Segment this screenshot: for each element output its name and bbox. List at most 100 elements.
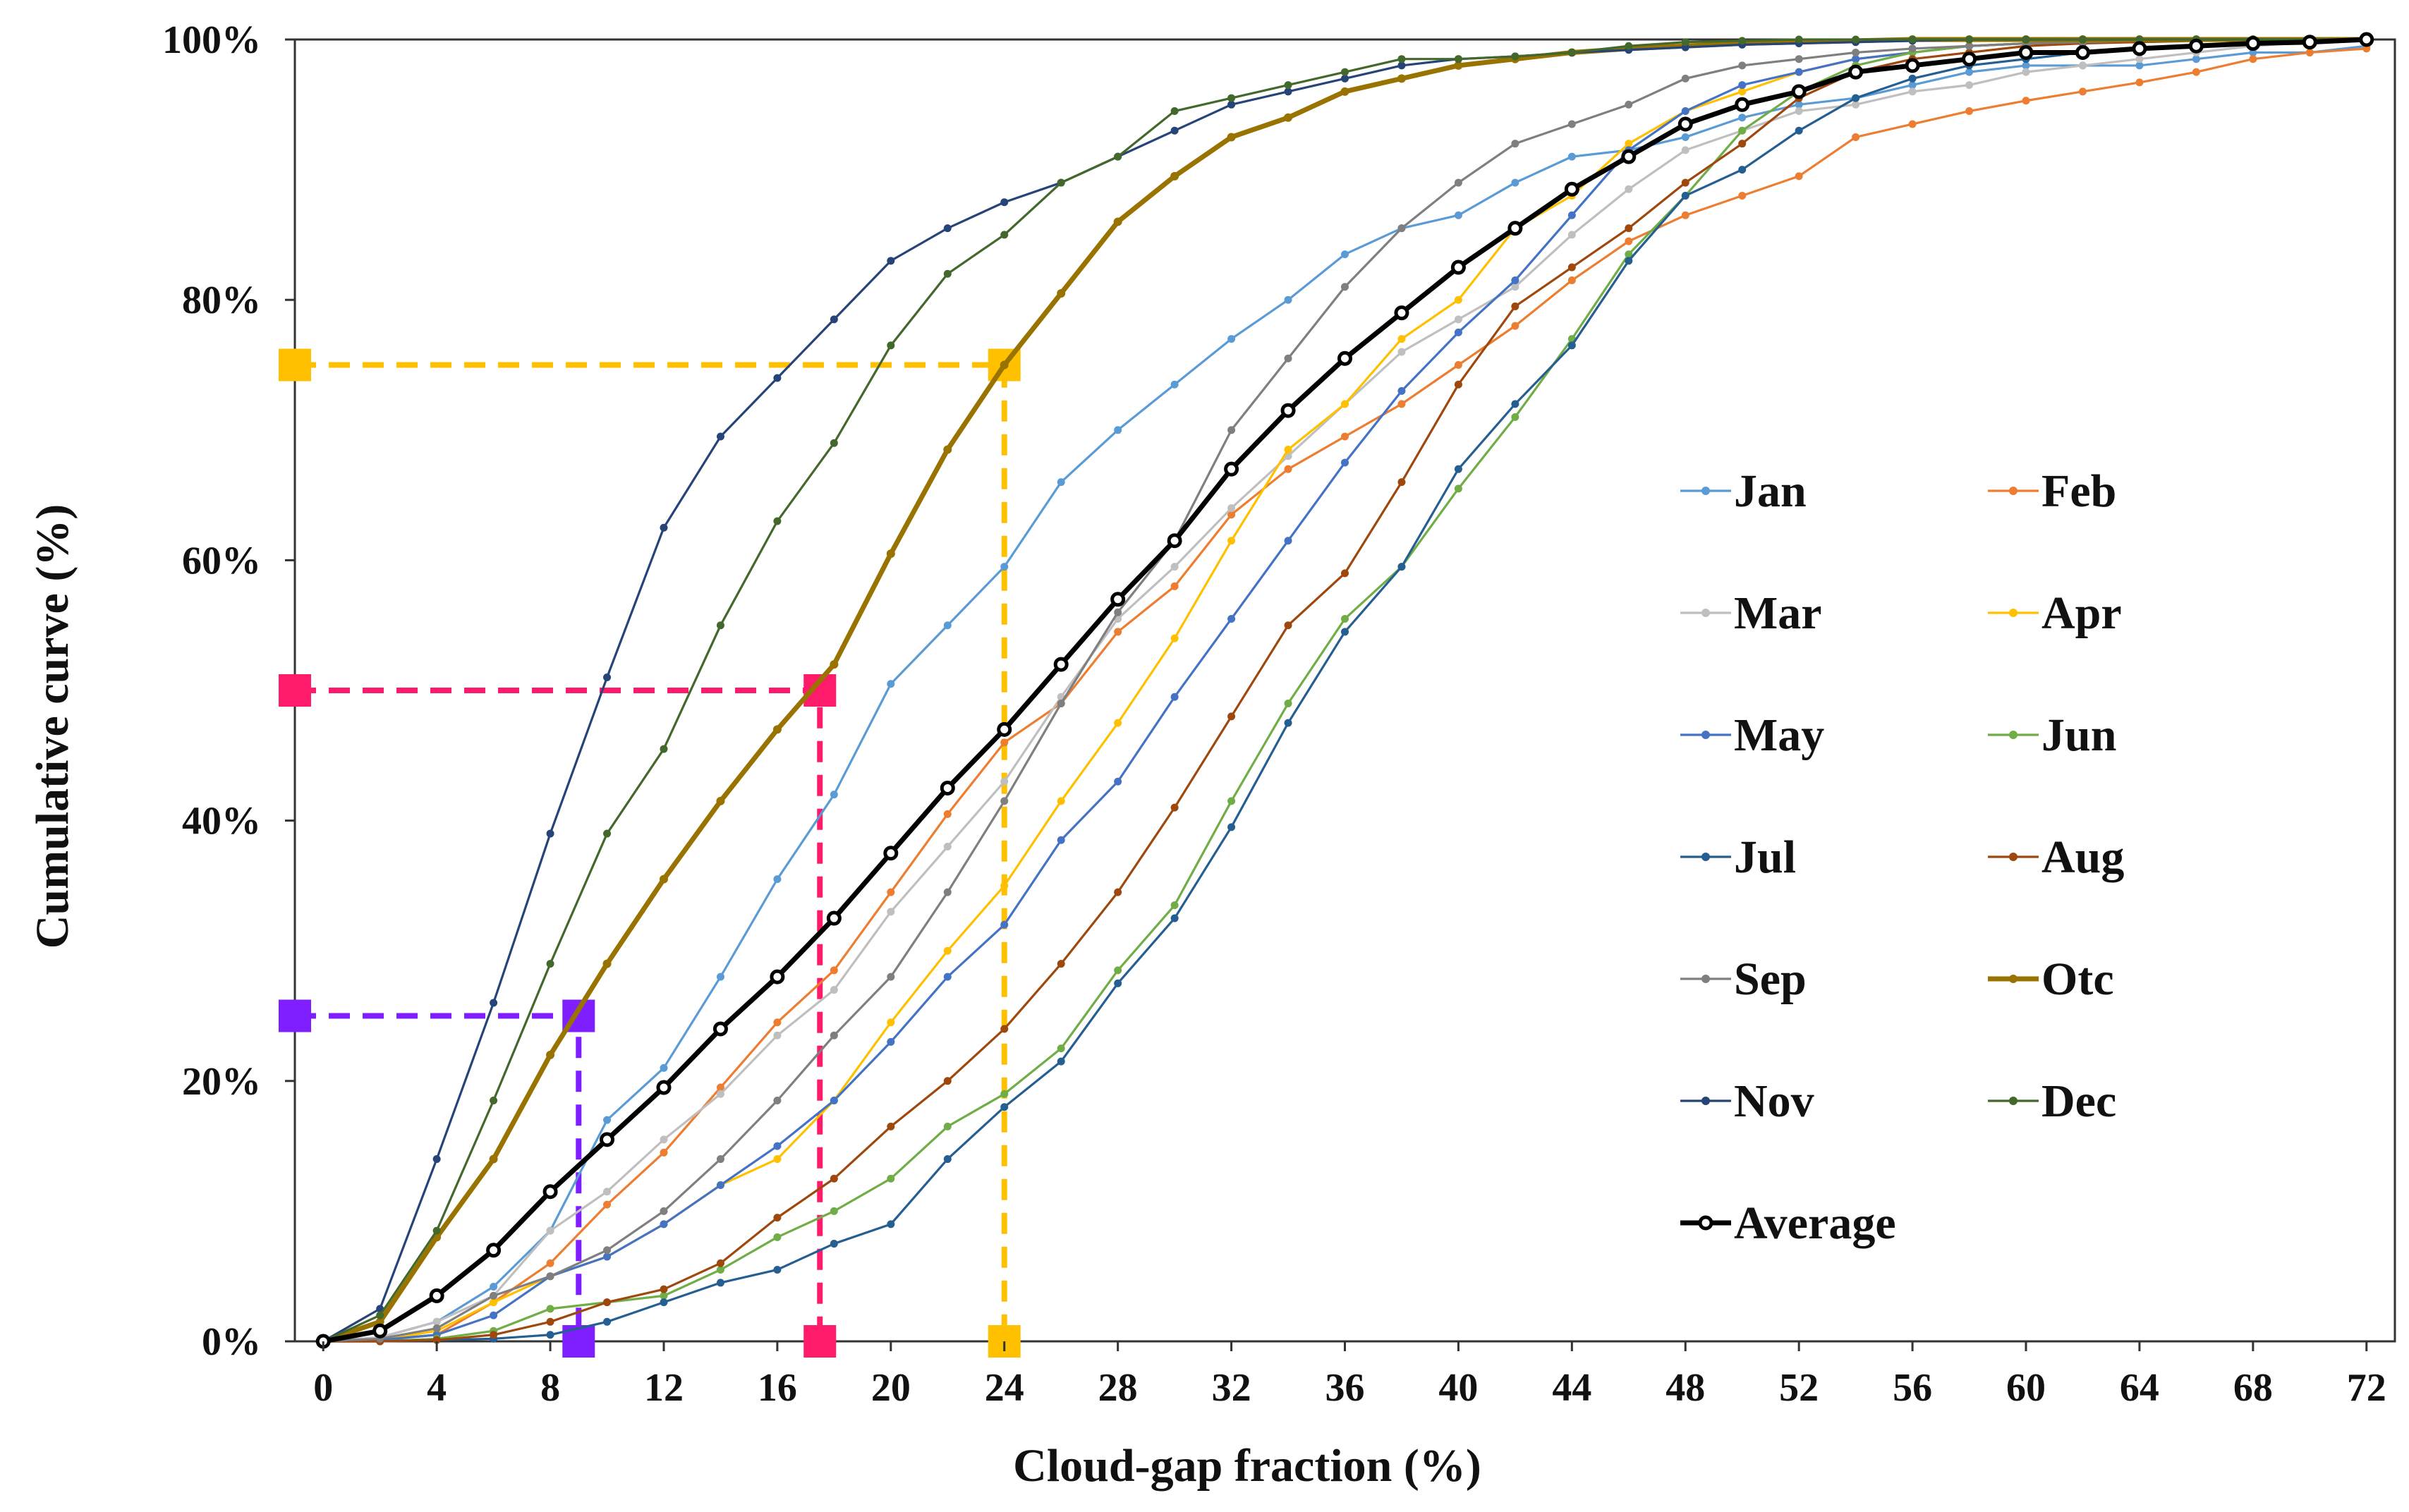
data-point [773,1096,782,1104]
series-nov [319,35,2371,1346]
data-point [830,439,838,447]
data-point [887,1037,895,1046]
data-point [1852,55,1860,63]
data-point [1114,777,1122,786]
data-point [1738,192,1747,200]
percentile-guides [279,348,1021,1358]
data-point [1284,719,1292,727]
data-point [1625,42,1633,50]
data-point [716,1181,724,1189]
data-point [1454,328,1462,336]
data-point [1341,628,1349,636]
x-tick-label: 36 [1325,1366,1365,1410]
data-point [546,1331,554,1339]
data-point [1114,608,1122,616]
data-point [826,910,842,926]
data-point [1341,614,1349,623]
data-point [490,1282,498,1291]
data-point [1170,582,1179,590]
series-jan [319,42,2371,1346]
legend-label: Apr [2041,587,2122,639]
series-dec [319,35,2371,1346]
legend-swatch-marker [1701,975,1710,983]
legend-item-mar: Mar [1680,587,1822,639]
data-point [1511,302,1519,310]
data-point [2188,38,2204,54]
series-feb [319,44,2371,1346]
data-point [1852,94,1860,102]
data-point [660,1285,668,1293]
data-point [1567,120,1576,128]
x-tick-label: 44 [1552,1366,1591,1410]
data-point [1795,35,1803,44]
legend-swatch-marker [1701,853,1710,861]
data-point [716,1155,724,1164]
data-point [1564,181,1579,197]
data-point [1057,836,1065,844]
y-tick-label: 40% [182,800,261,843]
data-point [1341,458,1349,467]
data-point [1227,797,1236,805]
legend-item-dec: Dec [1988,1075,2116,1127]
data-point [1677,116,1693,132]
data-point [2359,32,2374,47]
data-point [1908,81,1917,90]
y-axis-ticks: 0% 20% 40% 60% 80% 100% [162,18,295,1364]
data-point [1053,657,1069,672]
data-point [1000,1025,1009,1033]
data-point [490,1096,498,1104]
data-point [1114,966,1122,975]
series-line-apr [323,38,2367,1343]
data-point [1567,48,1576,56]
data-point [1394,305,1409,321]
data-point [1681,192,1689,200]
data-point [2362,44,2371,53]
legend-item-nov: Nov [1680,1075,1814,1127]
data-point [546,960,554,968]
y-tick-label: 0% [202,1320,261,1364]
data-point [1735,97,1750,112]
data-point [1057,699,1065,707]
data-point [1000,563,1009,571]
data-point [830,791,838,799]
data-point [830,1240,838,1248]
data-point [2022,68,2030,76]
data-point [1795,126,1803,135]
data-point [603,1200,612,1209]
x-axis-ticks: 0 4 8 12 16 20 24 28 32 36 40 44 48 52 56 60 64 68 72 [313,1341,2386,1410]
data-point [1397,74,1406,83]
data-point [1681,107,1689,116]
data-point [716,1279,724,1287]
data-point [1000,797,1009,805]
data-point [1681,74,1689,83]
x-tick-label: 64 [2120,1366,2159,1410]
data-point [943,843,952,851]
data-point [1057,178,1065,187]
data-point [943,1077,952,1085]
series-lines [315,32,2374,1349]
data-point [1170,107,1179,116]
data-point [1625,185,1633,193]
data-point [2078,35,2087,44]
data-point [1170,914,1179,922]
data-point [1738,114,1747,122]
series-line-mar [323,38,2367,1343]
legend-label: Nov [1734,1075,1814,1127]
data-point [1852,35,1860,44]
data-point [773,1018,782,1027]
data-point [770,969,785,984]
series-line-sep [323,38,2367,1343]
y-tick-label: 20% [182,1060,261,1104]
data-point [1511,283,1519,291]
data-point [603,1116,612,1124]
data-point [1908,44,1917,53]
legend-swatch-marker [1701,1097,1710,1105]
data-point [1507,221,1523,236]
x-tick-label: 0 [313,1366,333,1410]
data-point [830,1031,838,1040]
data-point [660,1135,668,1144]
data-point [1625,257,1633,265]
data-point [1738,166,1747,174]
data-point [1397,400,1406,408]
data-point [1795,68,1803,76]
